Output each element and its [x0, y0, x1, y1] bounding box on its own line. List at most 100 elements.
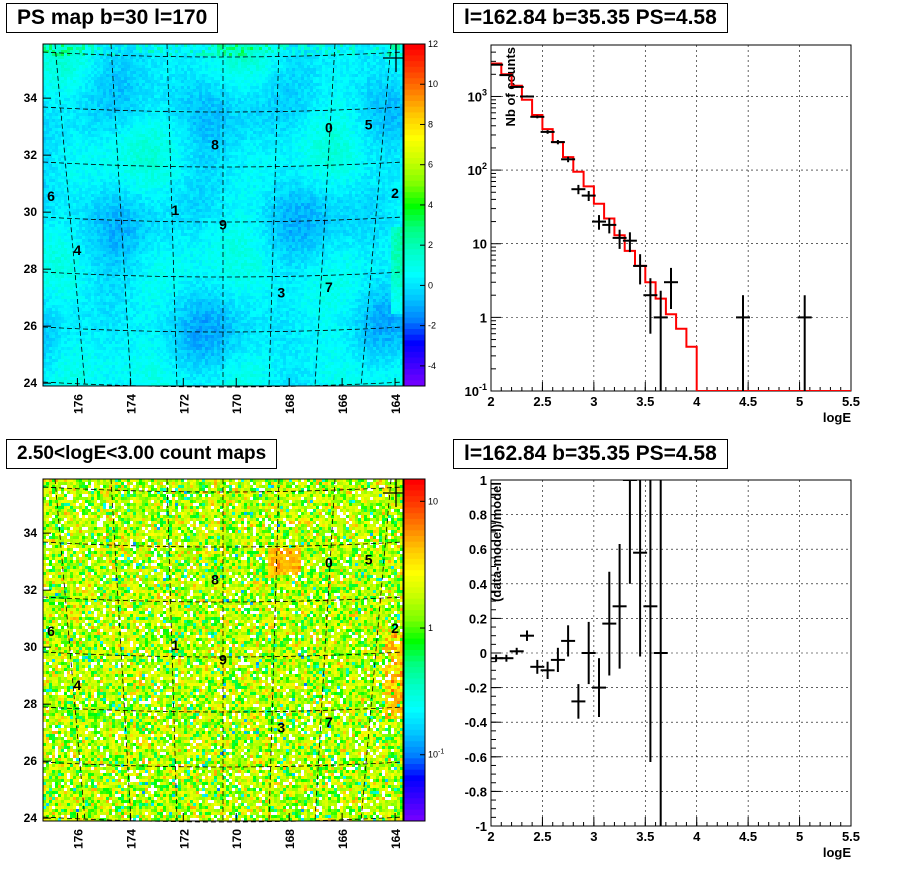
y-tick-label: 1	[480, 473, 487, 488]
x-tick-label: 164	[389, 829, 403, 849]
colorbar	[404, 44, 425, 387]
ps-map-title: PS map b=30 l=170	[6, 3, 218, 33]
source-label: 7	[325, 714, 333, 730]
colorbar-label: 0	[428, 280, 433, 290]
source-label: 6	[47, 188, 55, 204]
x-tick-label: 168	[283, 394, 297, 414]
plot-grid	[491, 480, 851, 826]
y-tick-label: 10-1	[465, 382, 487, 399]
data-points	[489, 435, 668, 826]
y-tick-label: 0.8	[469, 508, 487, 523]
source-label: 3	[277, 285, 285, 301]
colorbar-label: -4	[428, 361, 436, 371]
x-tick-label: 3	[590, 394, 597, 409]
y-tick-label: 30	[24, 205, 38, 219]
x-tick-label: 4	[693, 829, 701, 844]
y-tick-label: 34	[24, 91, 38, 105]
y-tick-label: 32	[24, 148, 38, 162]
x-tick-label: 176	[71, 829, 85, 849]
x-tick-label: 174	[124, 394, 138, 414]
y-tick-label: 103	[468, 87, 487, 104]
y-tick-label: 1	[480, 310, 487, 325]
x-tick-label: 176	[71, 394, 85, 414]
x-tick-label: 3.5	[636, 394, 654, 409]
y-tick-label: 34	[24, 526, 38, 540]
y-axis-label: (data-model)/model	[489, 482, 504, 602]
x-tick-label: 172	[177, 394, 191, 414]
y-tick-label: 26	[24, 319, 38, 333]
y-tick-label: 0.2	[469, 611, 487, 626]
x-tick-label: 166	[336, 394, 350, 414]
y-tick-label: 32	[24, 583, 38, 597]
source-label: 8	[211, 136, 219, 152]
x-tick-label: 3	[590, 829, 597, 844]
y-tick-label: -1	[475, 819, 487, 834]
y-tick-label: 24	[24, 376, 38, 390]
source-label: 9	[219, 651, 227, 667]
source-label: 9	[219, 216, 227, 232]
x-tick-label: 170	[230, 829, 244, 849]
x-tick-label: 4.5	[739, 829, 757, 844]
colorbar-label: -2	[428, 321, 436, 331]
colorbar-label: 10	[428, 496, 438, 506]
y-tick-label: -0.2	[465, 681, 487, 696]
source-label: 7	[325, 279, 333, 295]
x-tick-label: 5	[796, 829, 803, 844]
source-label: 8	[211, 571, 219, 587]
x-tick-label: 2	[487, 829, 494, 844]
y-tick-label: 26	[24, 754, 38, 768]
y-tick-label: 102	[468, 161, 487, 178]
x-tick-label: 2.5	[533, 394, 551, 409]
x-tick-label: 168	[283, 829, 297, 849]
model-step-line	[491, 64, 851, 392]
colorbar-label: 1	[428, 623, 433, 633]
colorbar-label: 8	[428, 119, 433, 129]
x-tick-label: 174	[124, 829, 138, 849]
y-tick-label: 0.6	[469, 542, 487, 557]
colorbar-label: 12	[428, 39, 438, 49]
source-label: 1	[171, 637, 179, 653]
y-tick-label: 0	[480, 646, 487, 661]
source-label: 1	[171, 202, 179, 218]
y-tick-label: 0.4	[469, 577, 488, 592]
x-tick-label: 4	[693, 394, 701, 409]
count-map-title: 2.50<logE<3.00 count maps	[6, 439, 277, 469]
x-tick-label: 5	[796, 394, 803, 409]
plot-grid	[491, 45, 851, 391]
x-axis-label: logE	[823, 410, 851, 425]
source-label: 3	[277, 720, 285, 736]
colorbar-label: 10-1	[428, 749, 444, 760]
x-tick-label: 164	[389, 394, 403, 414]
data-points	[489, 64, 812, 391]
residual-title: l=162.84 b=35.35 PS=4.58	[453, 439, 728, 469]
plot-frame	[491, 45, 851, 391]
y-tick-label: 30	[24, 640, 38, 654]
x-tick-label: 172	[177, 829, 191, 849]
y-tick-label: -0.6	[465, 750, 487, 765]
colorbar-label: 2	[428, 240, 433, 250]
colorbar-label: 6	[428, 160, 433, 170]
source-label: 0	[325, 119, 333, 135]
y-tick-label: 10	[473, 237, 487, 252]
source-label: 0	[325, 554, 333, 570]
x-tick-label: 2.5	[533, 829, 551, 844]
source-label: 2	[391, 185, 399, 201]
colorbar-label: 10	[428, 79, 438, 89]
y-tick-label: -0.8	[465, 784, 487, 799]
source-label: 6	[47, 623, 55, 639]
source-label: 5	[365, 552, 373, 568]
x-tick-label: 166	[336, 829, 350, 849]
colorbar	[404, 479, 425, 822]
source-label: 5	[365, 117, 373, 133]
x-axis-label: logE	[823, 845, 851, 860]
x-tick-label: 2	[487, 394, 494, 409]
source-label: 2	[391, 620, 399, 636]
